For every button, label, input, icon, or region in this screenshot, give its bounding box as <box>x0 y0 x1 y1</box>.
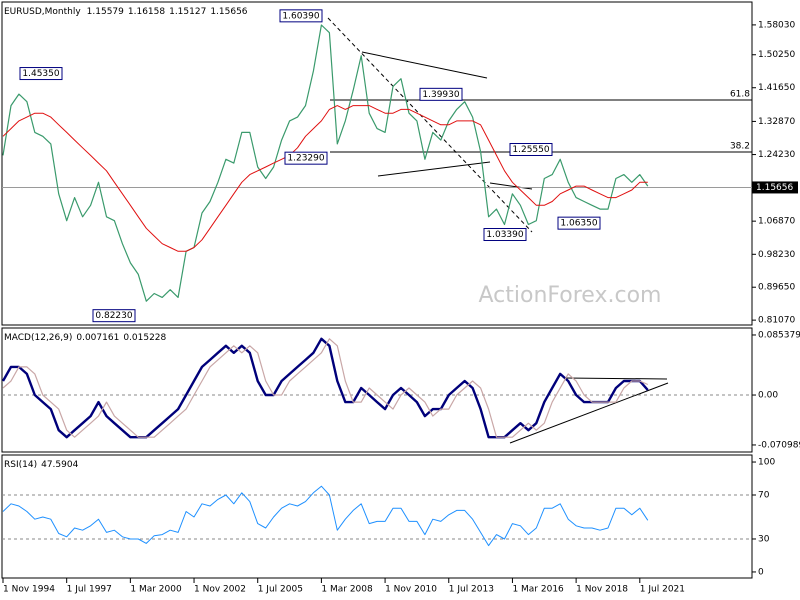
price-label: 1.23290 <box>287 154 324 164</box>
x-tick-label: 1 Jul 2021 <box>640 585 685 595</box>
price-label-box <box>419 87 463 101</box>
x-tick-label: 1 Nov 2018 <box>576 585 628 595</box>
y-tick-label: 0.00 <box>758 391 778 401</box>
price-label: 0.82230 <box>95 311 132 321</box>
price-label: 1.45350 <box>22 69 59 79</box>
y-tick-label: -0.070989 <box>758 440 800 450</box>
x-tick-label: 1 Jul 1997 <box>67 585 112 595</box>
y-tick-label: 100 <box>758 458 775 468</box>
close: 1.15656 <box>210 7 247 17</box>
series-line <box>2 24 649 302</box>
current-price-label: 1.15656 <box>756 183 793 193</box>
price-label: 1.03390 <box>486 230 523 240</box>
y-tick-label: 1.50250 <box>758 50 795 60</box>
header: EURUSD,Monthly 1.15579 1.16158 1.15127 1.156… <box>4 7 248 17</box>
readout: 0.015228 <box>123 333 166 343</box>
rsi-panel <box>1 454 753 579</box>
price-panel <box>1 1 753 326</box>
price-label-box <box>557 216 601 230</box>
macd-header: MACD(12,26,9) 0.007161 0.015228 <box>4 333 167 343</box>
y-tick-label: 1.24230 <box>758 150 795 160</box>
x-tick-label: 1 Nov 1994 <box>3 585 55 595</box>
y-tick-label: 1.06870 <box>758 217 795 227</box>
open: 1.15579 <box>87 7 124 17</box>
series-line <box>2 338 649 438</box>
price-label: 1.25550 <box>512 145 549 155</box>
rsi-header: RSI(14) 47.5904 <box>4 460 79 470</box>
trend-line <box>327 17 533 233</box>
watermark: ActionForex.com <box>479 283 662 308</box>
macd-panel <box>1 327 753 453</box>
symbol: EURUSD,Monthly <box>4 7 81 17</box>
trend-line <box>509 382 669 444</box>
current-price-box <box>752 181 798 194</box>
x-tick-label: 1 Mar 2000 <box>130 585 182 595</box>
x-tick-label: 1 Mar 2016 <box>512 585 564 595</box>
x-tick-label: 1 Nov 2002 <box>194 585 246 595</box>
fib-label: 38.2 <box>730 142 750 152</box>
readout: 47.5904 <box>41 460 78 470</box>
price-label: 1.60390 <box>282 11 319 21</box>
readout: 0.007161 <box>76 333 119 343</box>
trend-line <box>489 182 533 190</box>
y-tick-label: 0.085379 <box>758 330 800 340</box>
price-label-box <box>19 67 63 81</box>
high: 1.16158 <box>128 7 165 17</box>
indicator: MACD(12,26,9) <box>4 333 72 343</box>
x-tick-label: 1 Nov 2010 <box>385 585 437 595</box>
y-tick-label: 0 <box>758 567 764 577</box>
price-label-box <box>509 142 553 156</box>
y-tick-label: 1.58030 <box>758 20 795 30</box>
x-tick-label: 1 Jul 2005 <box>258 585 303 595</box>
price-label-box <box>92 309 136 323</box>
trend-line <box>361 51 488 79</box>
y-tick-label: 70 <box>758 491 770 501</box>
trend-line <box>564 377 668 380</box>
trend-line <box>377 161 491 177</box>
series-line <box>2 485 649 547</box>
series-line <box>1 337 649 439</box>
y-tick-label: 0.89650 <box>758 283 795 293</box>
fib-label: 61.8 <box>730 90 750 100</box>
price-label: 1.06350 <box>560 219 597 229</box>
price-label: 1.39930 <box>422 90 459 100</box>
x-tick-label: 1 Jul 2013 <box>449 585 494 595</box>
y-tick-label: 0.98230 <box>758 250 795 260</box>
indicator: RSI(14) <box>4 460 37 470</box>
x-tick-label: 1 Mar 2008 <box>321 585 373 595</box>
y-tick-label: 0.81070 <box>758 316 795 326</box>
series-line <box>2 105 648 252</box>
low: 1.15127 <box>169 7 206 17</box>
price-label-box <box>279 9 323 23</box>
price-label-box <box>284 151 328 165</box>
y-tick-label: 1.32870 <box>758 117 795 127</box>
y-tick-label: 30 <box>758 534 770 544</box>
price-label-box <box>483 228 527 242</box>
y-tick-label: 1.41650 <box>758 83 795 93</box>
